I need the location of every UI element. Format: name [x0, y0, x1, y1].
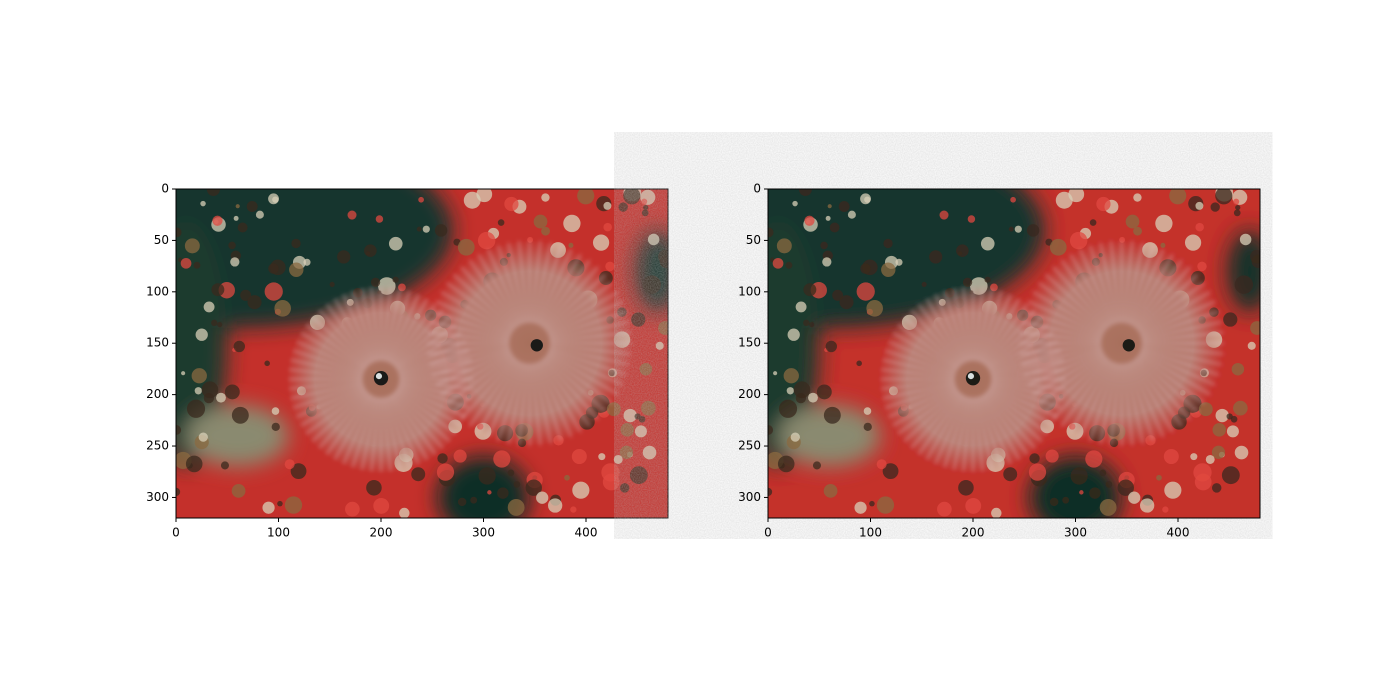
x-tick-label: 300: [472, 526, 495, 540]
x-tick-label: 200: [962, 526, 985, 540]
subplot: 0 100 200 300 400 0 50 100 150 200 250 300: [22, 132, 680, 540]
x-tick-label: 100: [859, 526, 882, 540]
y-tick-label: 200: [146, 387, 169, 401]
y-tick-label: 100: [738, 284, 761, 298]
y-tick-label: 150: [738, 336, 761, 350]
x-tick-label: 100: [267, 526, 290, 540]
x-tick-label: 0: [764, 526, 772, 540]
y-tick-label: 150: [146, 336, 169, 350]
panels: 0 100 200 300 400 0 50 100 150 200 250 300 0 100 200 30…: [22, 132, 1272, 540]
y-tick-label: 200: [738, 387, 761, 401]
axes-frame: [175, 188, 669, 519]
x-tick-label: 400: [575, 526, 598, 540]
x-tick-label: 0: [172, 526, 180, 540]
y-tick-label: 300: [738, 490, 761, 504]
image: [22, 132, 680, 538]
axes-frame: [767, 188, 1261, 519]
y-tick-label: 250: [738, 439, 761, 453]
y-tick-label: 50: [746, 233, 761, 247]
subplot: 0 100 200 300 400 0 50 100 150 200 250 300: [614, 132, 1272, 540]
y-tick-label: 250: [146, 439, 169, 453]
y-tick-label: 300: [146, 490, 169, 504]
y-tick-label: 0: [161, 182, 169, 196]
y-tick-label: 50: [154, 233, 169, 247]
x-tick-label: 400: [1167, 526, 1190, 540]
y-tick-label: 0: [753, 182, 761, 196]
y-tick-label: 100: [146, 284, 169, 298]
image: [614, 132, 1272, 538]
x-tick-label: 300: [1064, 526, 1087, 540]
x-tick-label: 200: [370, 526, 393, 540]
